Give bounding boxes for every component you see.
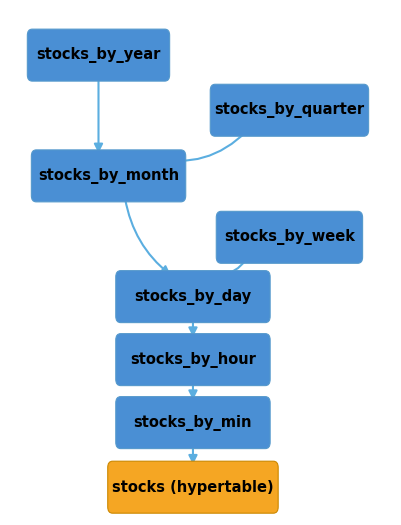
FancyBboxPatch shape [107,461,277,513]
FancyBboxPatch shape [115,334,269,385]
Text: stocks_by_min: stocks_by_min [134,415,251,430]
Text: stocks_by_month: stocks_by_month [38,168,179,184]
FancyBboxPatch shape [210,84,368,136]
Text: stocks_by_year: stocks_by_year [36,47,160,63]
FancyBboxPatch shape [115,397,269,448]
Text: stocks (hypertable): stocks (hypertable) [112,480,273,495]
FancyBboxPatch shape [27,29,169,81]
Text: stocks_by_day: stocks_by_day [134,289,251,304]
FancyBboxPatch shape [31,150,185,202]
FancyBboxPatch shape [216,211,362,263]
Text: stocks_by_hour: stocks_by_hour [130,352,255,367]
Text: stocks_by_quarter: stocks_by_quarter [214,102,364,118]
FancyBboxPatch shape [115,271,269,322]
Text: stocks_by_week: stocks_by_week [223,229,354,245]
